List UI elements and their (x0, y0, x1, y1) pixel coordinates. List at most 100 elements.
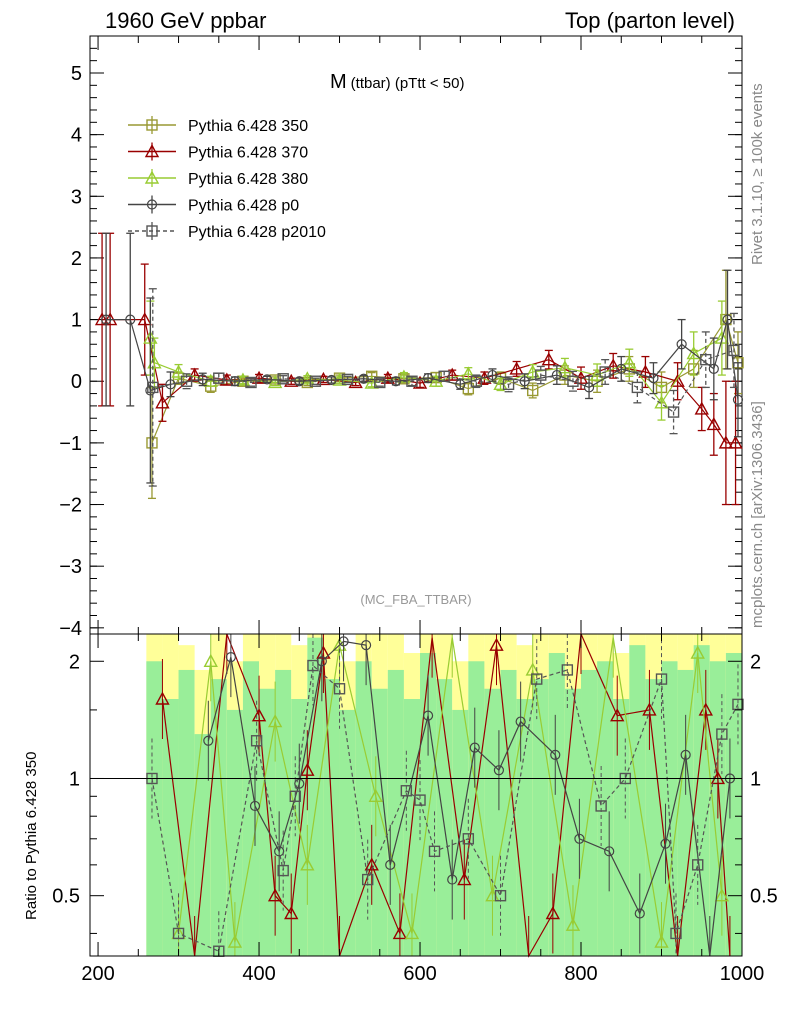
ratio-point (634, 908, 645, 919)
main-ytick-label: 1 (71, 310, 82, 332)
data-point (670, 373, 685, 387)
band-green (210, 679, 227, 956)
main-ytick-label: −2 (59, 495, 82, 517)
band-green (500, 669, 517, 956)
data-point (728, 435, 743, 449)
ratio-point (300, 857, 315, 871)
band-green (484, 688, 501, 956)
data-point (180, 375, 193, 387)
ratio-point (714, 888, 730, 902)
data-point (146, 437, 158, 449)
ratio-ytick-label-right: 0.5 (750, 886, 778, 908)
ratio-point (716, 728, 728, 740)
ratio-point (525, 662, 540, 676)
ratio-series-3 (146, 634, 744, 957)
band-green (178, 669, 195, 956)
legend-label: Pythia 6.428 p0 (188, 198, 299, 215)
data-point (125, 314, 136, 325)
ratio-point (660, 838, 671, 849)
ratio-point (289, 790, 301, 802)
band-green (307, 637, 324, 956)
band-green (645, 679, 662, 956)
main-ytick-label: 5 (71, 63, 82, 85)
ratio-uncertainty-band (146, 634, 742, 956)
data-point (535, 369, 547, 381)
ratio-series-2 (203, 634, 736, 957)
ratio-point (670, 927, 682, 940)
data-point (100, 314, 112, 325)
data-point (551, 369, 562, 381)
main-panel: −4 −3 −2 −1 0 1 2 3 4 5 M (ttbar) (pTtt < 50) (MC_… (59, 35, 744, 640)
data-point (728, 344, 740, 357)
data-point (358, 373, 369, 384)
ratio-ytick-label-left: 1 (69, 768, 80, 790)
ratio-point (692, 859, 704, 871)
ratio-point (172, 927, 185, 940)
data-point (309, 375, 322, 387)
ratio-point (642, 702, 657, 716)
data-point (722, 314, 733, 325)
ratio-point (680, 749, 691, 760)
ratio-point (561, 664, 574, 676)
ratio-point (250, 735, 263, 747)
data-point (137, 312, 152, 326)
data-point (583, 382, 595, 393)
ratio-point (400, 785, 413, 797)
ratio-point (155, 691, 170, 705)
ratio-point (251, 708, 267, 722)
plot-title: M (ttbar) (pTtt < 50) (330, 71, 464, 93)
data-point (616, 363, 627, 375)
ratio-ytick-label-left: 2 (69, 651, 80, 673)
data-point (461, 366, 476, 380)
ratio-point (294, 778, 305, 789)
ratio-point (550, 749, 561, 760)
ratio-point (531, 673, 543, 685)
plot-watermark: (MC_FBA_TTBAR) (360, 592, 471, 607)
data-point (599, 366, 611, 378)
ratio-ytick-label-left: 0.5 (52, 886, 80, 908)
ratio-point (493, 765, 505, 776)
main-axis-ticks: −4 −3 −2 −1 0 1 2 3 4 5 (59, 36, 743, 640)
ratio-point (392, 925, 408, 940)
main-series-1 (94, 232, 743, 506)
main-series-3 (100, 232, 744, 484)
data-point (374, 376, 386, 389)
ratio-ylabel: Ratio to Pythia 6.428 350 (23, 752, 40, 920)
ratio-point (277, 864, 289, 877)
data-point (706, 416, 722, 431)
ratio-point (333, 683, 346, 695)
data-point (732, 394, 744, 405)
data-point (541, 352, 556, 366)
data-point (667, 406, 680, 418)
ratio-point (565, 917, 581, 931)
ratio-point (515, 716, 526, 727)
data-point (694, 401, 709, 415)
xtick-label: 600 (403, 963, 436, 985)
ratio-point (457, 872, 472, 886)
ratio-point (364, 857, 379, 871)
ratio-point (338, 636, 349, 647)
ratio-point (732, 698, 744, 711)
main-ytick-label: 3 (71, 186, 82, 208)
ratio-point (267, 714, 283, 728)
ratio-series-group (146, 631, 744, 958)
legend-label: Pythia 6.428 380 (188, 171, 308, 188)
data-point (686, 346, 701, 360)
ratio-panel: 0.5 0.5 1 1 2 2 200 400 600 800 1000 Ratio to Pyth… (23, 631, 778, 985)
legend-marker (146, 199, 158, 210)
ratio-point (489, 637, 504, 651)
ratio-point (203, 653, 218, 667)
data-point (714, 330, 730, 344)
xtick-label: 1000 (720, 963, 765, 985)
data-point (509, 361, 524, 375)
band-green (436, 679, 453, 956)
main-ytick-label: −1 (59, 433, 82, 455)
data-point (171, 364, 186, 378)
ratio-point (274, 846, 285, 857)
ratio-point (655, 673, 668, 685)
data-point (631, 381, 644, 394)
legend-marker (144, 144, 160, 158)
ratio-point (545, 906, 561, 920)
main-ytick-label: 2 (71, 248, 82, 270)
